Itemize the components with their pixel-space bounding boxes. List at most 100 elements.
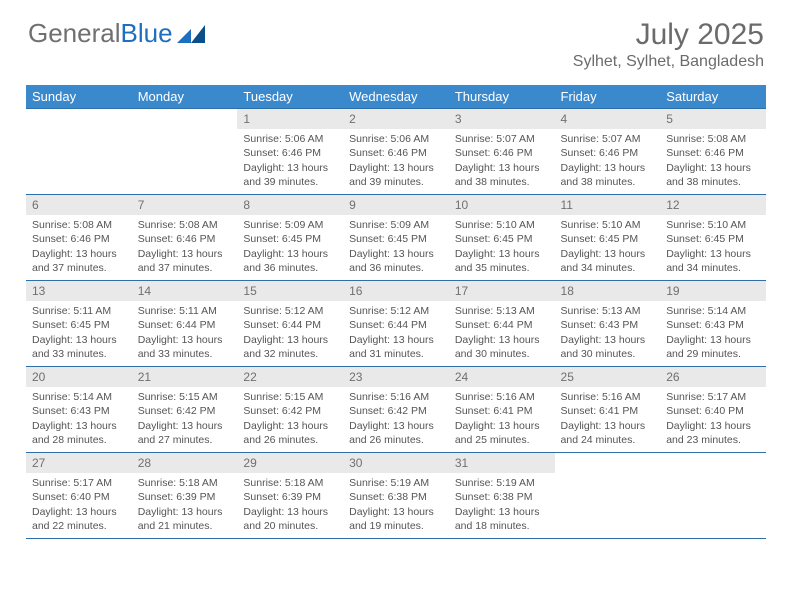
logo-text-2: Blue (121, 18, 173, 49)
daylight-text: Daylight: 13 hours (666, 419, 760, 433)
sunset-text: Sunset: 6:45 PM (243, 232, 337, 246)
calendar-cell: 23Sunrise: 5:16 AMSunset: 6:42 PMDayligh… (343, 367, 449, 453)
calendar-cell: 28Sunrise: 5:18 AMSunset: 6:39 PMDayligh… (132, 453, 238, 539)
daylight-text: and 37 minutes. (138, 261, 232, 275)
calendar-cell: 24Sunrise: 5:16 AMSunset: 6:41 PMDayligh… (449, 367, 555, 453)
sunset-text: Sunset: 6:45 PM (32, 318, 126, 332)
sunset-text: Sunset: 6:45 PM (455, 232, 549, 246)
sunset-text: Sunset: 6:44 PM (455, 318, 549, 332)
sunrise-text: Sunrise: 5:10 AM (455, 218, 549, 232)
day-number: 16 (343, 281, 449, 301)
daylight-text: and 33 minutes. (32, 347, 126, 361)
daylight-text: Daylight: 13 hours (349, 333, 443, 347)
day-body: Sunrise: 5:15 AMSunset: 6:42 PMDaylight:… (237, 387, 343, 451)
daylight-text: Daylight: 13 hours (243, 247, 337, 261)
sunrise-text: Sunrise: 5:08 AM (32, 218, 126, 232)
sunrise-text: Sunrise: 5:17 AM (32, 476, 126, 490)
day-body: Sunrise: 5:08 AMSunset: 6:46 PMDaylight:… (660, 129, 766, 193)
calendar-week-row: 1Sunrise: 5:06 AMSunset: 6:46 PMDaylight… (26, 109, 766, 195)
sunset-text: Sunset: 6:38 PM (349, 490, 443, 504)
day-body: Sunrise: 5:17 AMSunset: 6:40 PMDaylight:… (660, 387, 766, 451)
daylight-text: and 25 minutes. (455, 433, 549, 447)
day-body: Sunrise: 5:16 AMSunset: 6:41 PMDaylight:… (449, 387, 555, 451)
day-number: 21 (132, 367, 238, 387)
sunset-text: Sunset: 6:42 PM (138, 404, 232, 418)
sunrise-text: Sunrise: 5:13 AM (455, 304, 549, 318)
day-number: 6 (26, 195, 132, 215)
daylight-text: Daylight: 13 hours (455, 247, 549, 261)
sunrise-text: Sunrise: 5:10 AM (561, 218, 655, 232)
calendar-cell: 19Sunrise: 5:14 AMSunset: 6:43 PMDayligh… (660, 281, 766, 367)
daylight-text: Daylight: 13 hours (455, 333, 549, 347)
sunset-text: Sunset: 6:38 PM (455, 490, 549, 504)
calendar-cell: 4Sunrise: 5:07 AMSunset: 6:46 PMDaylight… (555, 109, 661, 195)
daylight-text: Daylight: 13 hours (243, 505, 337, 519)
calendar-cell: 10Sunrise: 5:10 AMSunset: 6:45 PMDayligh… (449, 195, 555, 281)
day-body: Sunrise: 5:12 AMSunset: 6:44 PMDaylight:… (343, 301, 449, 365)
sunset-text: Sunset: 6:41 PM (561, 404, 655, 418)
day-body: Sunrise: 5:13 AMSunset: 6:43 PMDaylight:… (555, 301, 661, 365)
day-body: Sunrise: 5:14 AMSunset: 6:43 PMDaylight:… (660, 301, 766, 365)
day-body: Sunrise: 5:18 AMSunset: 6:39 PMDaylight:… (132, 473, 238, 537)
daylight-text: and 20 minutes. (243, 519, 337, 533)
daylight-text: Daylight: 13 hours (561, 333, 655, 347)
daylight-text: Daylight: 13 hours (138, 333, 232, 347)
daylight-text: and 21 minutes. (138, 519, 232, 533)
calendar-cell: 2Sunrise: 5:06 AMSunset: 6:46 PMDaylight… (343, 109, 449, 195)
day-body: Sunrise: 5:07 AMSunset: 6:46 PMDaylight:… (449, 129, 555, 193)
month-title: July 2025 (573, 18, 764, 51)
day-number: 7 (132, 195, 238, 215)
daylight-text: Daylight: 13 hours (666, 247, 760, 261)
title-block: July 2025 Sylhet, Sylhet, Bangladesh (573, 18, 764, 71)
day-number: 19 (660, 281, 766, 301)
sunrise-text: Sunrise: 5:12 AM (349, 304, 443, 318)
daylight-text: and 37 minutes. (32, 261, 126, 275)
daylight-text: and 24 minutes. (561, 433, 655, 447)
day-number: 1 (237, 109, 343, 129)
day-number: 4 (555, 109, 661, 129)
sunrise-text: Sunrise: 5:16 AM (455, 390, 549, 404)
sunset-text: Sunset: 6:46 PM (666, 146, 760, 160)
daylight-text: and 35 minutes. (455, 261, 549, 275)
calendar-cell: 31Sunrise: 5:19 AMSunset: 6:38 PMDayligh… (449, 453, 555, 539)
calendar-cell: 21Sunrise: 5:15 AMSunset: 6:42 PMDayligh… (132, 367, 238, 453)
daylight-text: and 30 minutes. (455, 347, 549, 361)
daylight-text: Daylight: 13 hours (243, 161, 337, 175)
day-number: 12 (660, 195, 766, 215)
sunset-text: Sunset: 6:43 PM (32, 404, 126, 418)
day-header: Sunday (26, 85, 132, 109)
day-number: 14 (132, 281, 238, 301)
sunrise-text: Sunrise: 5:14 AM (32, 390, 126, 404)
daylight-text: and 38 minutes. (666, 175, 760, 189)
daylight-text: and 34 minutes. (561, 261, 655, 275)
daylight-text: Daylight: 13 hours (349, 419, 443, 433)
calendar-cell: 26Sunrise: 5:17 AMSunset: 6:40 PMDayligh… (660, 367, 766, 453)
sunrise-text: Sunrise: 5:12 AM (243, 304, 337, 318)
day-number: 18 (555, 281, 661, 301)
day-body: Sunrise: 5:14 AMSunset: 6:43 PMDaylight:… (26, 387, 132, 451)
daylight-text: Daylight: 13 hours (138, 505, 232, 519)
day-header: Thursday (449, 85, 555, 109)
daylight-text: Daylight: 13 hours (666, 161, 760, 175)
calendar-cell: 9Sunrise: 5:09 AMSunset: 6:45 PMDaylight… (343, 195, 449, 281)
sunset-text: Sunset: 6:44 PM (138, 318, 232, 332)
daylight-text: Daylight: 13 hours (138, 419, 232, 433)
day-body: Sunrise: 5:06 AMSunset: 6:46 PMDaylight:… (237, 129, 343, 193)
daylight-text: Daylight: 13 hours (32, 333, 126, 347)
day-body: Sunrise: 5:16 AMSunset: 6:41 PMDaylight:… (555, 387, 661, 451)
sunrise-text: Sunrise: 5:07 AM (561, 132, 655, 146)
sunrise-text: Sunrise: 5:18 AM (243, 476, 337, 490)
sunrise-text: Sunrise: 5:19 AM (455, 476, 549, 490)
daylight-text: Daylight: 13 hours (138, 247, 232, 261)
daylight-text: and 26 minutes. (243, 433, 337, 447)
sunset-text: Sunset: 6:45 PM (666, 232, 760, 246)
day-body: Sunrise: 5:07 AMSunset: 6:46 PMDaylight:… (555, 129, 661, 193)
daylight-text: and 22 minutes. (32, 519, 126, 533)
daylight-text: and 29 minutes. (666, 347, 760, 361)
sunset-text: Sunset: 6:46 PM (32, 232, 126, 246)
day-body: Sunrise: 5:09 AMSunset: 6:45 PMDaylight:… (343, 215, 449, 279)
daylight-text: and 18 minutes. (455, 519, 549, 533)
calendar-cell: 16Sunrise: 5:12 AMSunset: 6:44 PMDayligh… (343, 281, 449, 367)
sunrise-text: Sunrise: 5:14 AM (666, 304, 760, 318)
day-number: 25 (555, 367, 661, 387)
